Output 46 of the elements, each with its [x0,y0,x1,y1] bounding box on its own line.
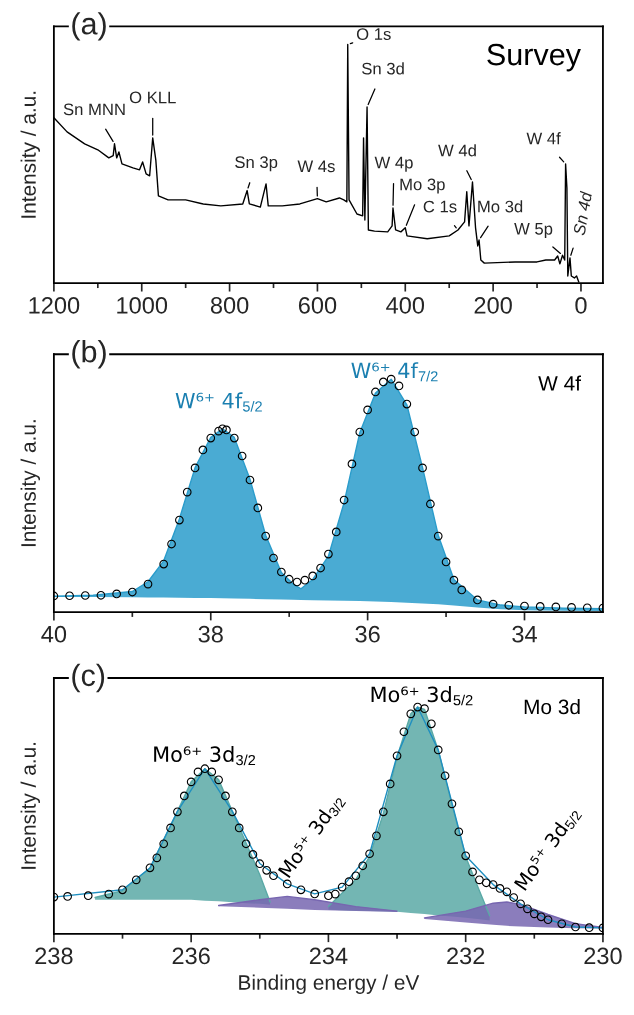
x-tick-label: 0 [575,297,587,314]
annotation: W 4s [297,160,335,173]
annotation: Sn 3d [362,62,404,75]
x-tick-label: 230 [584,947,622,965]
annotation: W 4f [526,132,561,145]
x-tick-label: 800 [210,297,249,314]
x-tick-label: 234 [309,947,348,965]
annotation: Mo⁵⁺ 3d$_{5/2}$ [513,805,583,893]
annotation: W⁶⁺ 4f$_{7/2}$ [351,362,438,382]
annotation: Mo⁵⁺ 3d$_{3/2}$ [277,792,347,880]
x-tick-label: 36 [355,625,380,643]
chart-title: (b) [72,339,106,369]
annotation: W 4d [438,144,476,157]
x-tick-label: 40 [41,625,67,643]
x-tick-label: 400 [386,297,425,314]
annotation: Mo⁶⁺ 3d$_{3/2}$ [154,745,256,766]
text: Mo⁶⁺ 3d$_{5/2}$ [371,686,473,706]
y-axis-title: Intensity / a.u. [20,742,40,869]
annotation: W 5p [514,223,553,239]
y-axis-title: Intensity / a.u. [20,420,40,547]
x-tick-label: 232 [447,947,485,965]
x-tick-label: 1000 [117,297,168,314]
annotation: Mo 3d [524,699,580,715]
x-tick-label: 38 [198,625,223,643]
chart-title: (a) [72,12,106,41]
annotation: W 4f [538,375,582,391]
x-tick-label: 236 [172,947,210,965]
annotation: Sn MNN [63,103,125,116]
annotation: Sn 3p [235,156,278,172]
x-tick-label: 34 [512,625,537,643]
annotation: Mo 3p [400,178,445,194]
annotation: W⁶⁺ 4f$_{5/2}$ [175,392,262,412]
x-tick-label: 600 [298,297,337,314]
annotation: Sn 4d [572,190,593,236]
x-tick-label: 238 [35,947,73,965]
annotation: Survey [487,43,581,72]
annotation: O 1s [356,28,391,40]
x-tick-label: 1200 [29,297,80,314]
annotation: W 4p [374,156,413,172]
annotation: C 1s [423,200,457,213]
y-axis-title: Intensity / a.u. [20,91,40,218]
annotation: Mo 3d [478,200,523,213]
x-tick-label: 200 [474,297,512,314]
annotation: O KLL [129,91,176,104]
x-axis-title: Binding energy / eV [239,974,420,994]
chart-title: (c) [72,663,105,693]
